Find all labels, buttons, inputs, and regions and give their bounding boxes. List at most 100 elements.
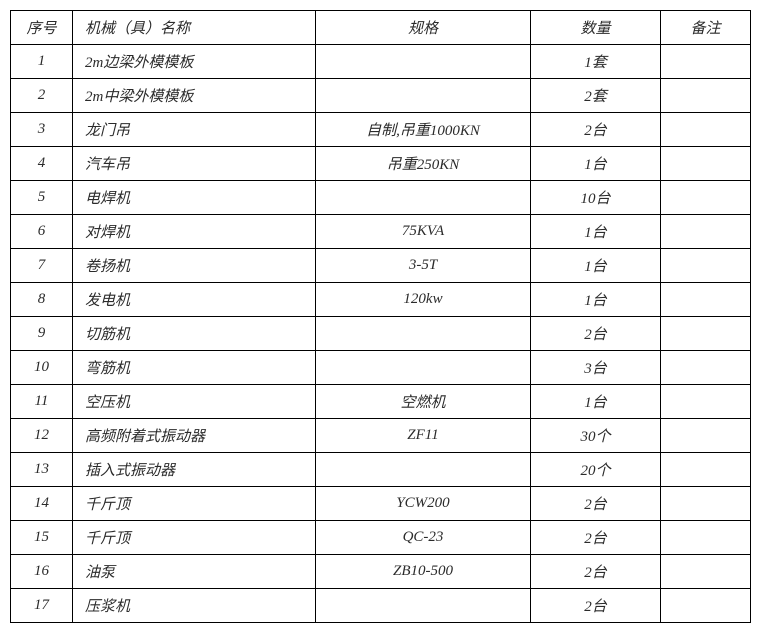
cell-spec: 吊重250KN (316, 147, 531, 181)
cell-name: 电焊机 (73, 181, 316, 215)
cell-name: 千斤顶 (73, 487, 316, 521)
table-row: 17压浆机 2台 (11, 589, 751, 623)
cell-qty: 1台 (531, 283, 661, 317)
cell-spec: 75KVA (316, 215, 531, 249)
cell-seq: 1 (11, 45, 73, 79)
equipment-table: 序号 机械（具）名称 规格 数量 备注 12m边梁外模模板1套22m中梁外模模板… (10, 10, 751, 623)
cell-note (661, 317, 751, 351)
cell-name: 卷扬机 (73, 249, 316, 283)
cell-seq: 8 (11, 283, 73, 317)
cell-note (661, 385, 751, 419)
cell-spec (316, 79, 531, 113)
cell-qty: 1台 (531, 249, 661, 283)
table-row: 6对焊机75KVA1台 (11, 215, 751, 249)
cell-note (661, 249, 751, 283)
cell-qty: 2台 (531, 487, 661, 521)
table-row: 7卷扬机3-5T1台 (11, 249, 751, 283)
cell-seq: 17 (11, 589, 73, 623)
cell-spec (316, 351, 531, 385)
table-row: 16油泵ZB10-5002台 (11, 555, 751, 589)
cell-spec (316, 181, 531, 215)
cell-name: 对焊机 (73, 215, 316, 249)
table-row: 8发电机120kw1台 (11, 283, 751, 317)
cell-note (661, 351, 751, 385)
cell-qty: 3台 (531, 351, 661, 385)
cell-name: 压浆机 (73, 589, 316, 623)
cell-spec: 120kw (316, 283, 531, 317)
cell-qty: 2套 (531, 79, 661, 113)
cell-name: 插入式振动器 (73, 453, 316, 487)
cell-qty: 30个 (531, 419, 661, 453)
cell-spec: 3-5T (316, 249, 531, 283)
cell-name: 汽车吊 (73, 147, 316, 181)
cell-spec: ZB10-500 (316, 555, 531, 589)
table-body: 12m边梁外模模板 1套 22m中梁外模模板 2套3龙门吊自制,吊重1000KN2台4… (11, 45, 751, 623)
cell-note (661, 283, 751, 317)
table-row: 13插入式振动器 20个 (11, 453, 751, 487)
table-row: 5电焊机10台 (11, 181, 751, 215)
cell-name: 空压机 (73, 385, 316, 419)
cell-note (661, 589, 751, 623)
table-row: 12m边梁外模模板 1套 (11, 45, 751, 79)
cell-qty: 2台 (531, 113, 661, 147)
table-header-row: 序号 机械（具）名称 规格 数量 备注 (11, 11, 751, 45)
cell-note (661, 453, 751, 487)
cell-note (661, 45, 751, 79)
cell-note (661, 147, 751, 181)
col-header-spec: 规格 (316, 11, 531, 45)
col-header-seq: 序号 (11, 11, 73, 45)
cell-qty: 2台 (531, 317, 661, 351)
cell-name: 高频附着式振动器 (73, 419, 316, 453)
cell-qty: 1台 (531, 147, 661, 181)
cell-seq: 10 (11, 351, 73, 385)
col-header-note: 备注 (661, 11, 751, 45)
cell-spec (316, 45, 531, 79)
cell-spec (316, 317, 531, 351)
cell-note (661, 521, 751, 555)
cell-note (661, 215, 751, 249)
cell-spec: 自制,吊重1000KN (316, 113, 531, 147)
cell-name: 千斤顶 (73, 521, 316, 555)
cell-seq: 6 (11, 215, 73, 249)
cell-seq: 15 (11, 521, 73, 555)
cell-qty: 2台 (531, 521, 661, 555)
table-row: 3龙门吊自制,吊重1000KN2台 (11, 113, 751, 147)
cell-qty: 10台 (531, 181, 661, 215)
cell-qty: 2台 (531, 589, 661, 623)
cell-seq: 3 (11, 113, 73, 147)
cell-seq: 7 (11, 249, 73, 283)
table-row: 9切筋机 2台 (11, 317, 751, 351)
cell-seq: 2 (11, 79, 73, 113)
cell-note (661, 79, 751, 113)
cell-spec (316, 453, 531, 487)
cell-seq: 4 (11, 147, 73, 181)
cell-qty: 1台 (531, 215, 661, 249)
cell-note (661, 487, 751, 521)
cell-name: 发电机 (73, 283, 316, 317)
table-header: 序号 机械（具）名称 规格 数量 备注 (11, 11, 751, 45)
cell-name: 切筋机 (73, 317, 316, 351)
table-row: 14千斤顶YCW2002台 (11, 487, 751, 521)
cell-seq: 9 (11, 317, 73, 351)
cell-qty: 20个 (531, 453, 661, 487)
cell-spec: ZF11 (316, 419, 531, 453)
cell-note (661, 419, 751, 453)
cell-qty: 1台 (531, 385, 661, 419)
cell-name: 2m中梁外模模板 (73, 79, 316, 113)
cell-seq: 16 (11, 555, 73, 589)
cell-seq: 11 (11, 385, 73, 419)
cell-name: 油泵 (73, 555, 316, 589)
table-row: 15千斤顶QC-232台 (11, 521, 751, 555)
col-header-qty: 数量 (531, 11, 661, 45)
cell-note (661, 113, 751, 147)
table-row: 22m中梁外模模板 2套 (11, 79, 751, 113)
cell-seq: 12 (11, 419, 73, 453)
cell-name: 2m边梁外模模板 (73, 45, 316, 79)
cell-qty: 1套 (531, 45, 661, 79)
table-row: 4汽车吊吊重250KN1台 (11, 147, 751, 181)
table-row: 11空压机空燃机1台 (11, 385, 751, 419)
cell-seq: 13 (11, 453, 73, 487)
cell-name: 弯筋机 (73, 351, 316, 385)
cell-spec (316, 589, 531, 623)
table-row: 10弯筋机 3台 (11, 351, 751, 385)
